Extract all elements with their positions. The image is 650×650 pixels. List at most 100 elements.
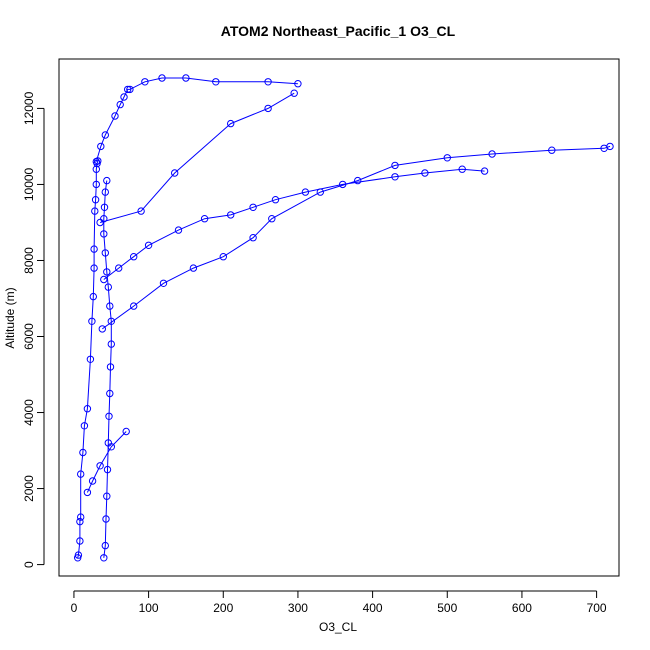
data-point bbox=[189, 264, 198, 272]
data-point bbox=[126, 85, 134, 94]
data-point bbox=[106, 302, 114, 310]
data-point bbox=[443, 154, 451, 162]
data-point bbox=[80, 422, 89, 430]
data-point bbox=[101, 188, 110, 196]
data-point bbox=[103, 176, 111, 185]
data-point bbox=[219, 253, 228, 261]
data-point bbox=[92, 180, 101, 189]
y-tick-label: 12000 bbox=[22, 91, 36, 125]
data-point bbox=[76, 537, 84, 545]
data-point bbox=[90, 245, 98, 253]
data-point bbox=[106, 389, 114, 398]
data-point bbox=[91, 207, 99, 215]
x-tick-label: 600 bbox=[512, 601, 532, 615]
plot-frame bbox=[58, 58, 620, 577]
data-point bbox=[174, 226, 183, 234]
series-line bbox=[99, 92, 295, 223]
x-tick-label: 0 bbox=[71, 601, 78, 615]
data-point bbox=[88, 317, 96, 325]
series bbox=[100, 165, 489, 284]
data-point bbox=[171, 169, 179, 177]
data-point bbox=[96, 218, 104, 227]
data-point bbox=[158, 74, 166, 82]
data-point bbox=[101, 249, 110, 257]
data-point bbox=[83, 488, 92, 497]
series bbox=[96, 89, 298, 227]
data-point bbox=[74, 551, 83, 559]
data-point bbox=[458, 165, 466, 173]
data-point bbox=[105, 412, 113, 420]
series bbox=[98, 142, 614, 333]
data-point bbox=[391, 161, 399, 170]
data-point bbox=[89, 292, 98, 301]
data-point bbox=[141, 78, 149, 86]
data-point bbox=[159, 279, 168, 287]
x-axis: 0 100 200 300 400 500 600 700 bbox=[71, 590, 607, 615]
series-line bbox=[102, 145, 611, 330]
data-point bbox=[137, 207, 145, 215]
data-point bbox=[294, 80, 302, 88]
data-point bbox=[90, 264, 98, 272]
data-point bbox=[249, 234, 257, 242]
data-point bbox=[79, 448, 87, 457]
data-point bbox=[86, 355, 95, 363]
data-point bbox=[98, 325, 107, 333]
data-point bbox=[212, 78, 220, 86]
data-point bbox=[97, 142, 105, 151]
data-point bbox=[103, 268, 111, 276]
series-line bbox=[103, 168, 485, 280]
data-point bbox=[111, 112, 119, 120]
x-tick-label: 300 bbox=[288, 601, 308, 615]
data-point bbox=[182, 74, 190, 82]
data-point bbox=[103, 492, 111, 500]
data-point bbox=[130, 302, 138, 310]
data-point bbox=[264, 104, 272, 113]
y-axis-label: Altitude (m) bbox=[3, 287, 17, 348]
data-point bbox=[100, 554, 108, 562]
data-point bbox=[92, 165, 101, 173]
data-point bbox=[122, 427, 130, 436]
data-point bbox=[606, 142, 614, 151]
data-point bbox=[92, 157, 101, 166]
data-point bbox=[107, 443, 116, 451]
data-point bbox=[130, 253, 138, 261]
data-point bbox=[104, 283, 113, 291]
data-point bbox=[488, 150, 496, 158]
data-point bbox=[227, 119, 235, 128]
data-point bbox=[316, 188, 324, 196]
series bbox=[92, 74, 302, 166]
data-point bbox=[548, 146, 556, 154]
data-point bbox=[124, 85, 132, 94]
y-tick-label: 0 bbox=[22, 561, 36, 568]
series-line bbox=[86, 431, 127, 493]
data-point bbox=[301, 188, 310, 196]
data-point bbox=[83, 405, 92, 413]
data-point bbox=[102, 515, 110, 523]
x-tick-label: 400 bbox=[363, 601, 383, 615]
data-point bbox=[100, 275, 108, 284]
y-tick-label: 8000 bbox=[22, 247, 36, 274]
data-point bbox=[100, 203, 109, 212]
x-tick-label: 200 bbox=[213, 601, 233, 615]
data-point bbox=[391, 173, 399, 181]
x-tick-label: 500 bbox=[437, 601, 457, 615]
data-point bbox=[144, 241, 153, 250]
data-point bbox=[100, 230, 108, 238]
data-point bbox=[264, 78, 272, 86]
data-point bbox=[106, 363, 115, 371]
data-point bbox=[96, 462, 104, 470]
data-point bbox=[480, 167, 489, 175]
data-point bbox=[77, 470, 85, 478]
y-axis: 0 2000 4000 6000 8000 10000 12000 bbox=[22, 91, 45, 568]
x-tick-label: 100 bbox=[139, 601, 159, 615]
y-tick-label: 2000 bbox=[22, 475, 36, 502]
series-line bbox=[77, 160, 99, 558]
data-point bbox=[200, 215, 209, 223]
data-point bbox=[227, 211, 235, 219]
x-tick-label: 700 bbox=[587, 601, 607, 615]
data-point bbox=[115, 264, 123, 272]
data-point bbox=[271, 196, 280, 204]
data-point bbox=[290, 89, 298, 97]
